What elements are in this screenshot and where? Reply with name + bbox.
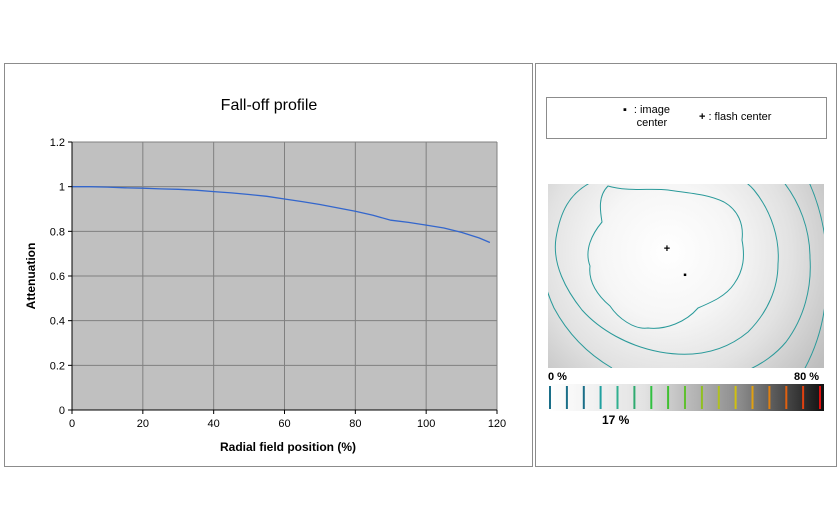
- scale-value-label: 17 %: [602, 413, 630, 427]
- legend-image-center: ▪ : image center: [623, 104, 674, 130]
- grid-lines: [72, 141, 498, 410]
- flash-center-plus-icon: +: [699, 111, 706, 123]
- y-tick-label: 1.2: [50, 137, 65, 149]
- image-center-marker: ▪: [683, 270, 687, 281]
- x-tick-label: 60: [278, 418, 290, 430]
- scale-min-label: 0 %: [548, 371, 567, 383]
- falloff-map-background: [548, 184, 824, 368]
- x-tick-label: 80: [349, 418, 361, 430]
- y-tick-labels: 0 0.2 0.4 0.6 0.8 1 1.2: [50, 137, 72, 417]
- falloff-map-image: + ▪: [548, 184, 824, 368]
- x-tick-labels: 0 20 40 60 80 100 120: [69, 410, 506, 430]
- y-tick-label: 0.8: [50, 226, 65, 238]
- falloff-chart-panel: Fall-off profile 0 20 40 60 80 100 120 0 0.2 0.4…: [4, 63, 533, 467]
- legend-flash-center: + : flash center: [699, 111, 771, 124]
- x-tick-label: 0: [69, 418, 75, 430]
- center-legend: ▪ : image center + : flash center: [546, 97, 827, 139]
- y-axis-label: Attenuation: [24, 243, 38, 310]
- y-tick-label: 0.6: [50, 271, 65, 283]
- chart-title: Fall-off profile: [221, 97, 318, 114]
- y-tick-label: 0.4: [50, 316, 65, 328]
- scale-max-label: 80 %: [794, 371, 820, 383]
- falloff-scale-bar: [548, 384, 824, 411]
- legend-image-center-label: : image center: [633, 104, 670, 129]
- x-tick-label: 40: [208, 418, 220, 430]
- falloff-line-chart: Fall-off profile 0 20 40 60 80 100 120 0 0.2 0.4…: [24, 97, 506, 454]
- y-tick-label: 0: [59, 405, 65, 417]
- x-tick-label: 100: [417, 418, 435, 430]
- contour-middle: [554, 184, 779, 355]
- x-tick-label: 120: [488, 418, 506, 430]
- x-axis-label: Radial field position (%): [220, 440, 356, 454]
- legend-flash-center-label: : flash center: [708, 111, 772, 123]
- contour-far: [804, 184, 824, 368]
- flash-center-marker: +: [664, 243, 670, 255]
- x-tick-label: 20: [137, 418, 149, 430]
- contour-inner: [587, 185, 744, 329]
- falloff-map-panel: ▪ : image center + : flash center + ▪: [535, 63, 837, 467]
- scale-color-ticks: [549, 386, 821, 409]
- y-tick-label: 0.2: [50, 360, 65, 372]
- image-center-square-icon: ▪: [623, 104, 627, 116]
- y-tick-label: 1: [59, 182, 65, 194]
- attenuation-series-line: [72, 186, 491, 244]
- contour-outer: [548, 184, 811, 368]
